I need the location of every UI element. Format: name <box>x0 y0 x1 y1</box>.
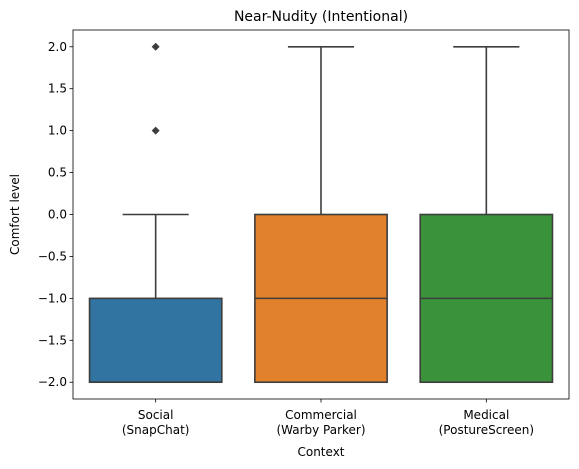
plot-area <box>88 42 554 384</box>
box-group <box>88 42 223 384</box>
box-iqr <box>88 297 223 384</box>
y-tick-label: 0.0 <box>48 208 67 222</box>
y-axis-label: Comfort level <box>8 174 22 255</box>
x-tick-label-sub: (Warby Parker) <box>276 423 365 437</box>
y-tick-label: −0.5 <box>38 249 67 263</box>
y-tick-label: −2.0 <box>38 375 67 389</box>
outlier-point <box>151 42 160 51</box>
y-tick-label: −1.5 <box>38 333 67 347</box>
box-group <box>419 45 554 384</box>
x-tick-label: Commercial <box>285 408 357 422</box>
x-tick-label-sub: (SnapChat) <box>122 423 190 437</box>
y-tick-label: 2.0 <box>48 40 67 54</box>
x-axis: Social(SnapChat) Commercial(Warby Parker)… <box>122 399 534 437</box>
chart-title: Near-Nudity (Intentional) <box>234 9 408 25</box>
y-tick-label: 0.5 <box>48 166 67 180</box>
y-tick-label: −1.0 <box>38 291 67 305</box>
x-tick-label: Medical <box>463 408 509 422</box>
y-tick-label: 1.5 <box>48 82 67 96</box>
outlier-point <box>151 126 160 135</box>
y-tick-label: 1.0 <box>48 124 67 138</box>
x-axis-label: Context <box>297 445 344 459</box>
box-group <box>254 45 388 384</box>
y-axis: 2.0 1.5 1.0 0.5 0.0 −0.5 −1.0 −1.5 −2.0 <box>38 40 73 389</box>
x-tick-label-sub: (PostureScreen) <box>439 423 534 437</box>
x-tick-label: Social <box>138 408 174 422</box>
